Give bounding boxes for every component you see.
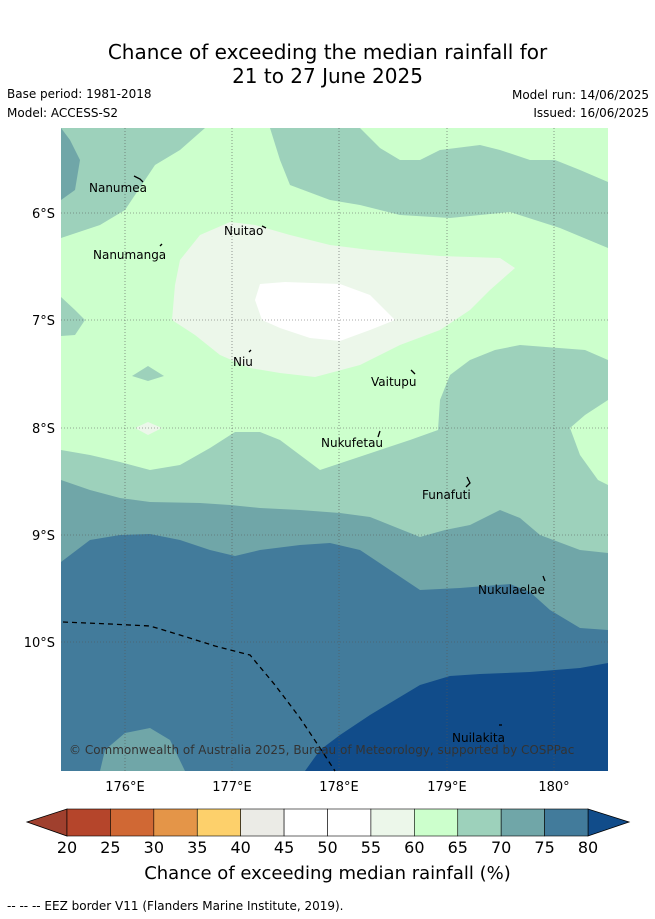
colorbar-tick-label: 45 (274, 838, 294, 857)
lon-label-179e: 179°E (427, 780, 467, 795)
colorbar-segment (327, 808, 372, 837)
colorbar-tick-label: 35 (187, 838, 207, 857)
eez-legend: -- -- -- EEZ border V11 (Flanders Marine… (7, 899, 344, 913)
nanumea-island (133, 175, 144, 183)
place-nuilakita: Nuilakita (452, 731, 505, 745)
base-period: Base period: 1981-2018 (7, 87, 152, 101)
place-funafuti: Funafuti (422, 488, 471, 502)
lon-label-177e: 177°E (212, 780, 252, 795)
colorbar-segment (544, 808, 589, 837)
lon-label-176e: 176°E (105, 780, 145, 795)
place-nukufetau: Nukufetau (321, 436, 383, 450)
nanumanga-island (159, 243, 163, 247)
island-marks (133, 175, 546, 726)
colorbar-tick-label: 70 (491, 838, 511, 857)
colorbar-segment (110, 808, 155, 837)
nukufetau-island (377, 430, 381, 438)
lon-label-180: 180° (538, 780, 569, 795)
colorbar-segment (457, 808, 502, 837)
colorbar-segments (66, 808, 589, 837)
colorbar-under-arrow (25, 808, 68, 837)
graticule (61, 128, 608, 771)
place-nanumea: Nanumea (89, 181, 147, 195)
colorbar-title: Chance of exceeding median rainfall (%) (144, 863, 511, 884)
lat-label-6s: 6°S (32, 207, 55, 222)
band-55-60-patch (135, 422, 162, 435)
vaitupu-island (410, 369, 416, 375)
model-name: Model: ACCESS-S2 (7, 106, 119, 120)
lat-label-9s: 9°S (32, 529, 55, 544)
band-65-70-patch (132, 366, 164, 381)
funafuti-island (465, 476, 471, 488)
lat-label-10s: 10°S (24, 636, 55, 651)
colorbar-segment (240, 808, 285, 837)
place-niu: Niu (233, 355, 253, 369)
lat-label-8s: 8°S (32, 422, 55, 437)
band-70-75-nw (61, 128, 80, 200)
band-65-70-w (61, 297, 85, 336)
colorbar-tick-label: 50 (317, 838, 337, 857)
colorbar-segment (370, 808, 415, 837)
colorbar-segment (66, 808, 111, 837)
lon-label-178e: 178°E (319, 780, 359, 795)
band-50-55 (255, 282, 395, 341)
nuitao-island (261, 225, 267, 229)
colorbar-tick-label: 75 (534, 838, 554, 857)
rainfall-map: Nanumea Nuitao Nanumanga Niu Vaitupu Nuk… (24, 128, 631, 857)
colorbar-tick-label: 80 (578, 838, 598, 857)
colorbar-segment (414, 808, 459, 837)
title-line-1: Chance of exceeding the median rainfall … (107, 40, 548, 64)
band-70-75-sw (100, 728, 185, 771)
model-run: Model run: 14/06/2025 (511, 88, 649, 102)
place-nuitao: Nuitao (224, 224, 263, 238)
colorbar-segment (283, 808, 328, 837)
contour-layers (61, 128, 608, 771)
place-nanumanga: Nanumanga (93, 248, 166, 262)
colorbar-ticks: 20 25 30 35 40 45 50 55 60 65 70 75 80 (57, 838, 598, 857)
map-title: Chance of exceeding the median rainfall … (0, 40, 655, 88)
copyright-notice: © Commonwealth of Australia 2025, Bureau… (69, 743, 574, 757)
nukulaelae-island (542, 575, 546, 582)
colorbar-tick-label: 65 (448, 838, 468, 857)
place-vaitupu: Vaitupu (371, 375, 417, 389)
colorbar-tick-label: 20 (57, 838, 77, 857)
band-60-65-e (570, 400, 608, 485)
band-80-plus (305, 663, 608, 771)
niu-island (248, 349, 252, 353)
colorbar-tick-label: 30 (144, 838, 164, 857)
colorbar-tick-label: 60 (404, 838, 424, 857)
colorbar: 20 25 30 35 40 45 50 55 60 65 70 75 80 (25, 808, 631, 857)
colorbar-tick-label: 25 (100, 838, 120, 857)
issued-date: Issued: 16/06/2025 (533, 106, 649, 120)
colorbar-segment (196, 808, 241, 837)
title-line-2: 21 to 27 June 2025 (232, 64, 423, 88)
colorbar-segment (500, 808, 545, 837)
band-60-65-ne (360, 128, 608, 182)
eez-border (62, 621, 336, 772)
colorbar-segment (153, 808, 198, 837)
lat-label-7s: 7°S (32, 314, 55, 329)
place-nukulaelae: Nukulaelae (478, 583, 545, 597)
colorbar-tick-label: 40 (230, 838, 250, 857)
colorbar-tick-label: 55 (361, 838, 381, 857)
colorbar-over-arrow (587, 808, 631, 837)
